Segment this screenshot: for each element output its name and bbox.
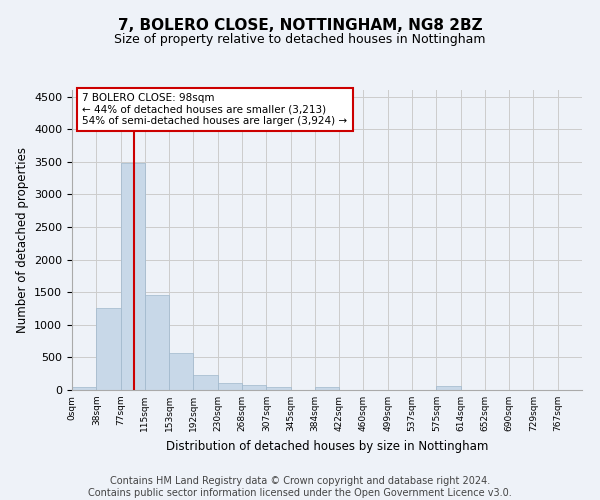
Bar	[145, 296, 169, 390]
Bar	[169, 352, 193, 390]
Bar	[315, 386, 339, 390]
Bar	[218, 383, 242, 390]
Text: Contains HM Land Registry data © Crown copyright and database right 2024.
Contai: Contains HM Land Registry data © Crown c…	[88, 476, 512, 498]
Y-axis label: Number of detached properties: Number of detached properties	[16, 147, 29, 333]
Text: 7, BOLERO CLOSE, NOTTINGHAM, NG8 2BZ: 7, BOLERO CLOSE, NOTTINGHAM, NG8 2BZ	[118, 18, 482, 32]
Bar	[242, 385, 266, 390]
Bar	[436, 386, 461, 390]
X-axis label: Distribution of detached houses by size in Nottingham: Distribution of detached houses by size …	[166, 440, 488, 452]
Bar	[266, 386, 290, 390]
Bar	[121, 163, 145, 390]
Bar	[193, 374, 218, 390]
Text: Size of property relative to detached houses in Nottingham: Size of property relative to detached ho…	[114, 32, 486, 46]
Text: 7 BOLERO CLOSE: 98sqm
← 44% of detached houses are smaller (3,213)
54% of semi-d: 7 BOLERO CLOSE: 98sqm ← 44% of detached …	[82, 93, 347, 126]
Bar	[72, 386, 96, 390]
Bar	[96, 308, 121, 390]
